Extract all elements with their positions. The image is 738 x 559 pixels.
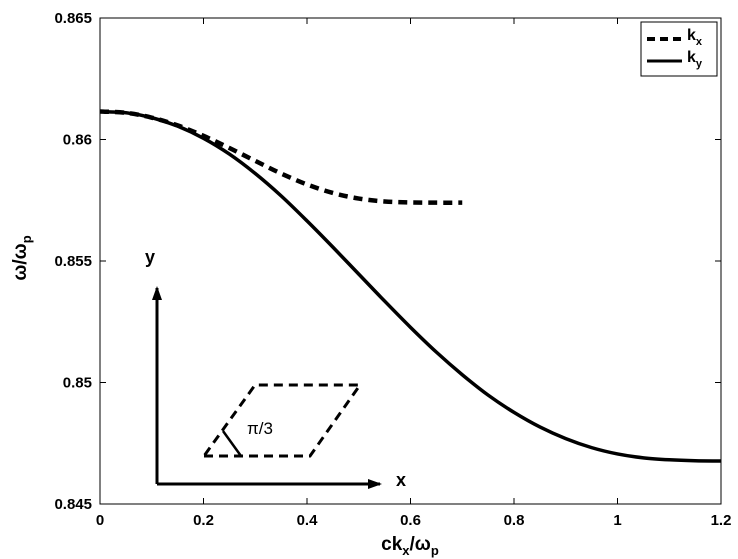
inset-lattice-diagram: y x π/3 (145, 247, 406, 490)
x-tick-label: 1 (613, 512, 621, 529)
legend-label-ky: ky (687, 49, 703, 70)
y-tick-label: 0.865 (54, 10, 92, 27)
plot-area (99, 17, 722, 505)
inset-angle-label: π/3 (247, 419, 273, 438)
legend-label-kx: kx (687, 27, 703, 48)
y-tick-label: 0.845 (54, 496, 92, 513)
y-tick-label: 0.86 (63, 132, 92, 149)
x-tick-label: 0.2 (193, 512, 214, 529)
x-tick-label: 1.2 (711, 512, 732, 529)
series-layer (100, 109, 721, 463)
x-tick-label: 0.4 (297, 512, 319, 529)
x-tick-label: 0 (96, 512, 104, 529)
inset-x-label: x (396, 470, 406, 490)
legend-box (640, 21, 718, 77)
y-axis-label: ω/ωp (10, 235, 34, 280)
x-axis-label: ckx/ωp (381, 534, 439, 558)
x-tick-labels: 0 0.2 0.4 0.6 0.8 1 1.2 (96, 512, 732, 529)
y-tick-label: 0.85 (63, 375, 92, 392)
tick-marks (99, 17, 722, 505)
y-tick-labels: 0.845 0.85 0.855 0.86 0.865 (54, 10, 92, 513)
legend: kx ky (640, 21, 718, 77)
inset-y-label: y (145, 247, 155, 267)
inset-angle-mark (221, 430, 243, 457)
x-tick-label: 0.6 (400, 512, 421, 529)
x-tick-label: 0.8 (504, 512, 525, 529)
series-line-ky (100, 109, 721, 463)
y-tick-label: 0.855 (54, 253, 92, 270)
